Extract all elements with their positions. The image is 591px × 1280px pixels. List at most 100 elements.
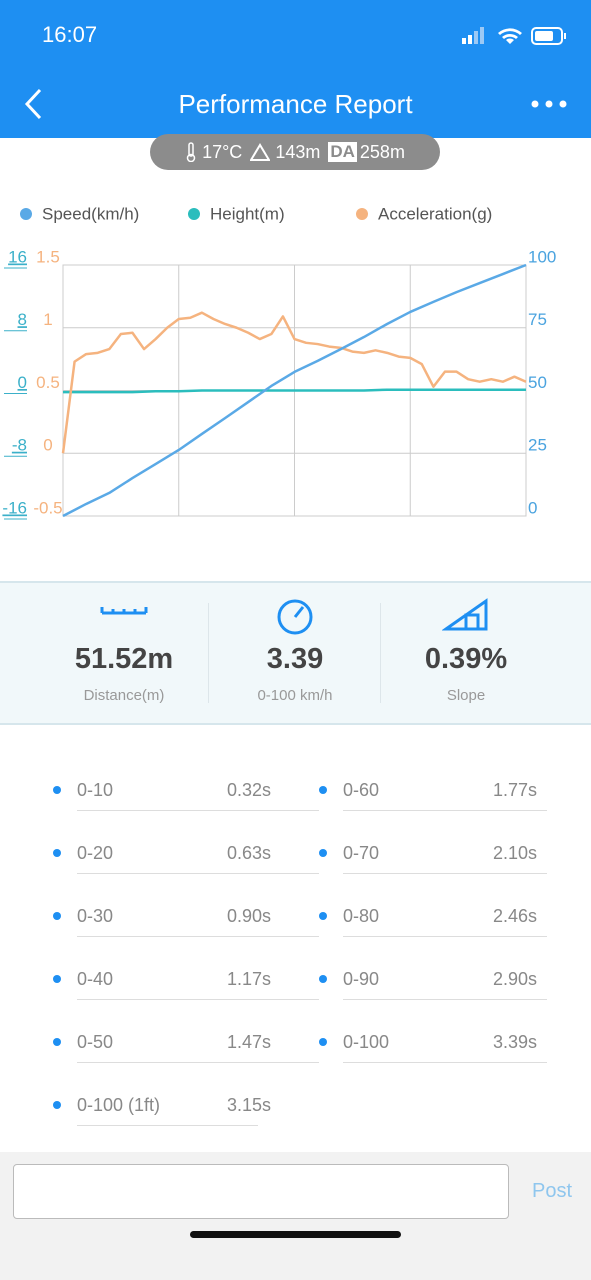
split-time: 0.32s [226, 780, 271, 800]
stat: 3.39 0-100 km/h [210, 583, 380, 723]
row-divider [77, 810, 319, 811]
y2-tick-label: 0 [43, 436, 52, 455]
series-line [62, 263, 527, 518]
stat-icon [277, 599, 313, 635]
divider [208, 603, 209, 703]
split-range: 0-20 [77, 843, 114, 863]
stat-icon [100, 607, 148, 615]
y-tick-label: 0 [18, 373, 27, 392]
row-divider [77, 936, 319, 937]
stat-label: 0-100 km/h [257, 687, 333, 704]
split-time: 0.90s [226, 906, 271, 926]
split-time: 1.77s [492, 780, 537, 800]
row-divider [77, 1125, 258, 1126]
legend-marker [356, 208, 368, 220]
density-altitude: DA 258m [328, 142, 405, 163]
stat-icon [442, 598, 488, 631]
da-label: DA [328, 142, 357, 162]
split-range: 0-60 [343, 780, 380, 800]
split-row: 0-60 1.77s [319, 752, 559, 815]
y3-tick-label: 25 [528, 436, 547, 455]
altitude-value: 143m [275, 141, 321, 162]
stat-label: Slope [446, 687, 486, 704]
bullet [53, 849, 61, 857]
row-divider [77, 873, 319, 874]
split-row: 0-100 3.39s [319, 1004, 559, 1067]
split-row: 0-90 2.90s [319, 941, 559, 1004]
row-divider [77, 999, 319, 1000]
thermometer-icon [186, 142, 196, 162]
comment-input[interactable] [13, 1164, 509, 1219]
y3-tick-label: 75 [528, 310, 547, 329]
back-button[interactable] [22, 88, 46, 120]
split-time: 2.90s [492, 969, 537, 989]
y2-tick-label: -0.5 [33, 498, 62, 517]
temperature-value: 17°C [202, 141, 243, 162]
split-range: 0-50 [77, 1032, 114, 1052]
split-row: 0-80 2.46s [319, 878, 559, 941]
split-time: 2.46s [492, 906, 537, 926]
split-range: 0-30 [77, 906, 114, 926]
y-tick-label: 8 [18, 310, 27, 329]
stat-value: 51.52m [74, 643, 174, 675]
y2-tick-label: 1.5 [36, 247, 60, 266]
split-range: 0-70 [343, 843, 380, 863]
split-time: 0.63s [226, 843, 271, 863]
split-row: 0-30 0.90s [53, 878, 319, 941]
split-row: 0-70 2.10s [319, 815, 559, 878]
split-range: 0-90 [343, 969, 380, 989]
stat: 51.52m Distance(m) [40, 583, 208, 723]
y-tick-label: -16 [2, 498, 27, 517]
split-range: 0-40 [77, 969, 114, 989]
page-title: Performance Report [178, 89, 413, 119]
split-time: 3.39s [492, 1032, 537, 1052]
row-divider [343, 1062, 547, 1063]
row-divider [343, 873, 547, 874]
status-icons [462, 27, 566, 45]
split-range: 0-100 [343, 1032, 390, 1052]
bullet [319, 975, 327, 983]
legend-label: Acceleration(g) [378, 204, 492, 223]
split-range: 0-100 (1ft) [77, 1095, 161, 1115]
split-row: 0-100 (1ft) 3.15s [53, 1067, 293, 1130]
post-button[interactable]: Post [532, 1180, 573, 1202]
bullet [53, 786, 61, 794]
stat-label: Distance(m) [83, 687, 165, 704]
temperature: 17°C [185, 142, 242, 163]
altitude: 143m [250, 142, 320, 163]
more-button[interactable] [530, 98, 568, 110]
y3-tick-label: 50 [528, 373, 547, 392]
status-time: 16:07 [42, 22, 98, 47]
mountain-icon [250, 143, 271, 161]
stats-panel: 51.52m Distance(m) 3.39 0-100 km/h 0.39% Slop… [0, 581, 591, 725]
y-tick-label: 16 [8, 247, 27, 266]
y3-tick-label: 100 [528, 247, 556, 266]
split-time: 3.15s [226, 1095, 271, 1115]
y2-tick-label: 1 [43, 310, 52, 329]
conditions-pill: 17°C 143m DA 258m [150, 134, 440, 170]
split-time: 2.10s [492, 843, 537, 863]
split-time: 1.47s [226, 1032, 271, 1052]
row-divider [77, 1062, 319, 1063]
split-row: 0-50 1.47s [53, 1004, 319, 1067]
home-indicator [190, 1231, 401, 1238]
bullet [319, 912, 327, 920]
divider [380, 603, 381, 703]
bullet [53, 1101, 61, 1109]
row-divider [343, 810, 547, 811]
legend-label: Height(m) [210, 204, 285, 223]
y3-tick-label: 0 [528, 498, 537, 517]
row-divider [343, 936, 547, 937]
bullet [319, 1038, 327, 1046]
bullet [319, 786, 327, 794]
split-row: 0-40 1.17s [53, 941, 319, 1004]
legend-marker [188, 208, 200, 220]
stat: 0.39% Slope [381, 583, 551, 723]
series-line [61, 311, 527, 454]
legend-label: Speed(km/h) [42, 204, 139, 223]
legend-marker [20, 208, 32, 220]
bullet [53, 1038, 61, 1046]
chart: Speed(km/h) Height(m) Acceleration(g) 16 8 0 -… [2, 204, 556, 520]
split-row: 0-20 0.63s [53, 815, 319, 878]
